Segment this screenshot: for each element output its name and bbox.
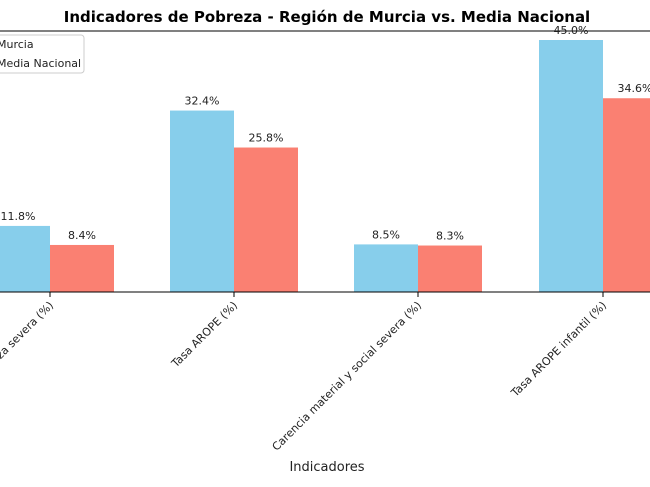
data-label-media-nacional-1: 8.4% xyxy=(68,229,96,242)
x-tick-label-4: Tasa AROPE infantil (%) xyxy=(508,299,609,400)
bar-media-nacional-4 xyxy=(603,98,650,293)
data-label-media-nacional-2: 25.8% xyxy=(249,132,284,145)
x-tick-label-2: Tasa AROPE (%) xyxy=(168,299,240,371)
legend-label-media-nacional: Media Nacional xyxy=(0,57,81,70)
data-label-murcia-3: 8.5% xyxy=(372,228,400,241)
legend-box xyxy=(0,34,85,74)
bar-murcia-3 xyxy=(354,244,418,292)
bar-murcia-1 xyxy=(0,225,50,292)
x-ticks-group: Tasa de pobreza severa (%) Tasa AROPE (%)… xyxy=(0,292,609,454)
chart-title: Indicadores de Pobreza - Región de Murci… xyxy=(64,8,590,26)
legend-label-murcia: Murcia xyxy=(0,38,34,51)
x-axis-label: Indicadores xyxy=(289,460,364,475)
legend: Murcia Media Nacional xyxy=(0,34,85,74)
data-label-media-nacional-4: 34.6% xyxy=(618,82,650,95)
bar-media-nacional-2 xyxy=(234,147,298,292)
x-tick-label-1: Tasa de pobreza severa (%) xyxy=(0,299,56,417)
bars-group: 11.8% 8.4% 32.4% 25.8% 8.5% 8.3% 45.0% 34.6% xyxy=(0,24,650,293)
data-label-media-nacional-3: 8.3% xyxy=(436,230,464,243)
data-label-murcia-4: 45.0% xyxy=(554,24,589,37)
data-label-murcia-1: 11.8% xyxy=(1,210,36,223)
bar-media-nacional-1 xyxy=(50,244,114,292)
bar-media-nacional-3 xyxy=(418,245,482,292)
bar-murcia-2 xyxy=(170,110,234,292)
x-tick-label-3: Carencia material y social severa (%) xyxy=(270,299,425,454)
bar-murcia-4 xyxy=(539,40,603,292)
data-label-murcia-2: 32.4% xyxy=(185,95,220,108)
